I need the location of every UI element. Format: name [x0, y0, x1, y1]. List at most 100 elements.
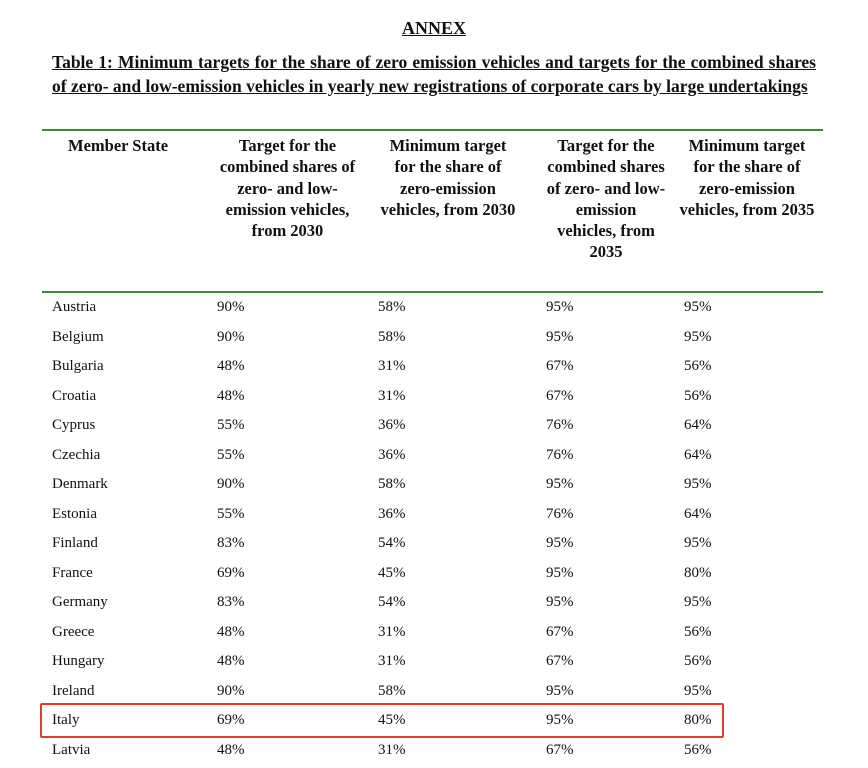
table-top-rule	[42, 129, 823, 131]
target-cell: 67%	[546, 358, 574, 374]
member-state-cell: Germany	[52, 594, 108, 610]
table-caption: Table 1: Minimum targets for the share o…	[52, 52, 816, 96]
target-cell: 95%	[546, 712, 574, 728]
target-cell: 58%	[378, 299, 406, 315]
target-cell: 67%	[546, 387, 574, 404]
member-state-cell: Greece	[52, 623, 95, 640]
table-row: Hungary 48% 31% 67% 56%	[42, 648, 822, 677]
target-cell: 95%	[684, 682, 712, 699]
target-cell: 55%	[217, 417, 245, 433]
target-cell: 56%	[684, 653, 712, 669]
target-cell: 48%	[217, 358, 245, 374]
target-cell: 95%	[546, 594, 574, 610]
target-cell: 56%	[684, 358, 712, 374]
member-state-cell: Bulgaria	[52, 358, 104, 374]
member-state-cell: Austria	[52, 299, 97, 315]
header-zero-2035: Minimum target for the share of zero-emi…	[679, 136, 815, 219]
table-row: Croatia 48% 31% 67% 56%	[42, 383, 822, 412]
member-state-cell: Finland	[52, 535, 98, 551]
target-cell: 95%	[546, 476, 574, 492]
member-state-cell: Czechia	[52, 446, 101, 463]
member-state-cell: Italy	[52, 712, 80, 728]
target-cell: 36%	[378, 417, 406, 433]
target-cell: 64%	[684, 505, 712, 522]
target-cell: 90%	[217, 328, 245, 345]
member-state-cell: Estonia	[52, 505, 97, 522]
target-cell: 48%	[217, 653, 245, 669]
target-cell: 45%	[378, 712, 406, 728]
target-cell: 90%	[217, 299, 245, 315]
header-zero-2030: Minimum target for the share of zero-emi…	[380, 136, 516, 219]
table-row: Ireland 90% 58% 95% 95%	[42, 678, 822, 707]
table-row: France 69% 45% 95% 80%	[42, 560, 822, 589]
target-cell: 48%	[217, 741, 245, 758]
target-cell: 48%	[217, 387, 245, 404]
member-state-cell: Latvia	[52, 741, 91, 758]
target-cell: 90%	[217, 476, 245, 492]
target-cell: 67%	[546, 623, 574, 640]
header-combined-2035: Target for the combined shares of zero- …	[546, 136, 666, 262]
target-cell: 56%	[684, 741, 712, 758]
target-cell: 55%	[217, 446, 245, 463]
target-cell: 95%	[684, 535, 712, 551]
target-cell: 31%	[378, 358, 406, 374]
member-state-cell: Croatia	[52, 387, 97, 404]
target-cell: 95%	[546, 682, 574, 699]
target-cell: 58%	[378, 682, 406, 699]
target-cell: 67%	[546, 653, 574, 669]
member-state-cell: Ireland	[52, 682, 95, 699]
table-row: Czechia 55% 36% 76% 64%	[42, 442, 822, 471]
table-row: Finland 83% 54% 95% 95%	[42, 530, 822, 559]
table-row: Austria 90% 58% 95% 95%	[42, 294, 822, 323]
target-cell: 55%	[217, 505, 245, 522]
target-cell: 76%	[546, 417, 574, 433]
header-member-state: Member State	[68, 136, 169, 155]
member-state-cell: Denmark	[52, 476, 108, 492]
table-row: Italy 69% 45% 95% 80%	[42, 707, 822, 736]
target-cell: 95%	[546, 299, 574, 315]
table-row: Greece 48% 31% 67% 56%	[42, 619, 822, 648]
target-cell: 67%	[546, 741, 574, 758]
target-cell: 80%	[684, 712, 712, 728]
target-cell: 90%	[217, 682, 245, 699]
target-cell: 95%	[684, 299, 712, 315]
target-cell: 95%	[684, 476, 712, 492]
member-state-cell: Cyprus	[52, 417, 96, 433]
target-cell: 95%	[684, 594, 712, 610]
target-cell: 95%	[684, 328, 712, 345]
target-cell: 31%	[378, 387, 406, 404]
table-row: Latvia 48% 31% 67% 56%	[42, 737, 822, 766]
target-cell: 64%	[684, 417, 712, 433]
table-row: Bulgaria 48% 31% 67% 56%	[42, 353, 822, 382]
target-cell: 80%	[684, 564, 712, 581]
header-combined-2030: Target for the combined shares of zero- …	[219, 136, 356, 241]
target-cell: 95%	[546, 564, 574, 581]
target-cell: 54%	[378, 594, 406, 610]
target-cell: 83%	[217, 594, 245, 610]
table-row: Belgium 90% 58% 95% 95%	[42, 324, 822, 353]
target-cell: 45%	[378, 564, 406, 581]
target-cell: 31%	[378, 741, 406, 758]
target-cell: 69%	[217, 564, 245, 581]
target-cell: 58%	[378, 476, 406, 492]
target-cell: 76%	[546, 446, 574, 463]
target-cell: 31%	[378, 653, 406, 669]
target-cell: 95%	[546, 328, 574, 345]
table-row: Cyprus 55% 36% 76% 64%	[42, 412, 822, 441]
member-state-cell: Hungary	[52, 653, 105, 669]
target-cell: 36%	[378, 446, 406, 463]
target-cell: 48%	[217, 623, 245, 640]
target-cell: 56%	[684, 623, 712, 640]
table-row: Denmark 90% 58% 95% 95%	[42, 471, 822, 500]
table-row: Estonia 55% 36% 76% 64%	[42, 501, 822, 530]
target-cell: 54%	[378, 535, 406, 551]
target-cell: 56%	[684, 387, 712, 404]
target-cell: 76%	[546, 505, 574, 522]
target-cell: 83%	[217, 535, 245, 551]
highlight-box-italy	[40, 703, 724, 738]
target-cell: 64%	[684, 446, 712, 463]
table-row: Germany 83% 54% 95% 95%	[42, 589, 822, 618]
member-state-cell: France	[52, 564, 93, 581]
target-cell: 58%	[378, 328, 406, 345]
target-cell: 31%	[378, 623, 406, 640]
